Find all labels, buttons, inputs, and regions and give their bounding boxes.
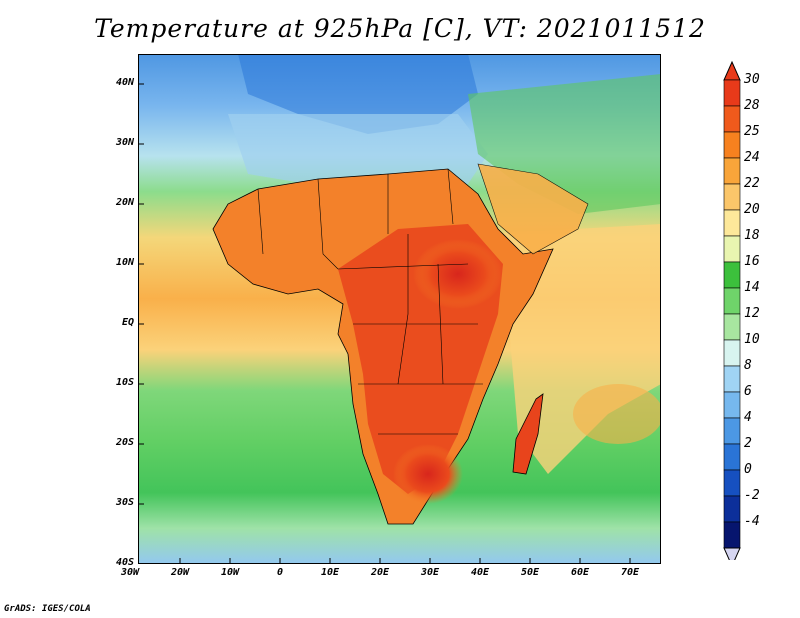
colorbar-swatch [723, 443, 741, 471]
temperature-map [138, 54, 661, 564]
colorbar-swatch [723, 391, 741, 419]
lat-label: 10N [115, 257, 134, 268]
colorbar-label: 10 [744, 332, 760, 347]
colorbar-label: 14 [744, 280, 760, 295]
lon-label: 30E [420, 567, 440, 578]
colorbar-swatch [723, 209, 741, 237]
arabian-peninsula [477, 163, 589, 255]
colorbar-label: 18 [744, 228, 760, 243]
east-africa-hotspot [413, 239, 503, 309]
lon-label: 60E [570, 567, 590, 578]
lat-label: 10S [115, 377, 134, 388]
map-frame [138, 54, 661, 564]
colorbar-swatch [723, 131, 741, 159]
lon-label: 10E [320, 567, 340, 578]
chart-title: Temperature at 925hPa [C], VT: 202101151… [94, 14, 706, 43]
lat-label: 20S [115, 437, 134, 448]
country-borders [257, 168, 483, 435]
north-africa-cool [228, 114, 488, 189]
grads-credit: GrADS: IGES/COLA [4, 604, 91, 614]
lon-label: 30W [120, 567, 140, 578]
colorbar-label: -2 [744, 488, 760, 503]
lat-label: 20N [115, 197, 134, 208]
colorbar-label: 30 [744, 72, 760, 87]
colorbar-swatch [723, 365, 741, 393]
colorbar-label: 28 [744, 98, 760, 113]
colorbar-label: 24 [744, 150, 760, 165]
colorbar-swatch [723, 469, 741, 497]
colorbar-label: 8 [744, 358, 752, 373]
colorbar-swatch [723, 495, 741, 523]
colorbar-swatch [723, 521, 741, 549]
colorbar-swatch [723, 313, 741, 341]
colorbar-label: 20 [744, 202, 760, 217]
colorbar-label: 16 [744, 254, 760, 269]
colorbar-label: 4 [744, 410, 752, 425]
colorbar-label: 12 [744, 306, 760, 321]
colorbar-top-arrow [723, 60, 741, 81]
colorbar-swatch [723, 261, 741, 289]
lat-label: 30S [115, 497, 134, 508]
lon-label: 70E [620, 567, 640, 578]
lat-label: 40N [115, 77, 134, 88]
colorbar-swatch [723, 287, 741, 315]
colorbar-label: 2 [744, 436, 752, 451]
colorbar-swatch [723, 339, 741, 367]
colorbar-swatch [723, 105, 741, 133]
axis-ticks [138, 83, 631, 564]
colorbar-label: 22 [744, 176, 760, 191]
colorbar [723, 60, 741, 560]
colorbar-swatch [723, 157, 741, 185]
colorbar-swatch [723, 183, 741, 211]
lon-label: 40E [470, 567, 490, 578]
lat-label: EQ [121, 317, 134, 328]
colorbar-label: 25 [744, 124, 760, 139]
madagascar [512, 393, 544, 475]
lon-label: 20W [170, 567, 190, 578]
lon-label: 0 [276, 567, 284, 578]
colorbar-label: -4 [744, 514, 760, 529]
lat-label: 30N [115, 137, 134, 148]
colorbar-label: 0 [744, 462, 752, 477]
lon-label: 20E [370, 567, 390, 578]
colorbar-bottom-arrow [723, 547, 741, 560]
colorbar-swatch [723, 79, 741, 107]
lon-label: 50E [520, 567, 540, 578]
indian-ocean-yellow [573, 384, 661, 444]
colorbar-label: 6 [744, 384, 752, 399]
lon-label: 10W [220, 567, 240, 578]
colorbar-swatch [723, 417, 741, 445]
colorbar-swatch [723, 235, 741, 263]
lat-label: 40S [115, 557, 134, 568]
southern-africa-hotspot [393, 444, 463, 504]
